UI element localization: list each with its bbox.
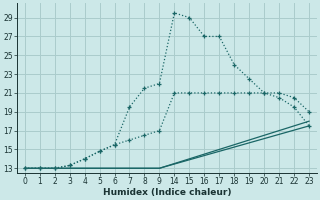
X-axis label: Humidex (Indice chaleur): Humidex (Indice chaleur) (103, 188, 231, 197)
